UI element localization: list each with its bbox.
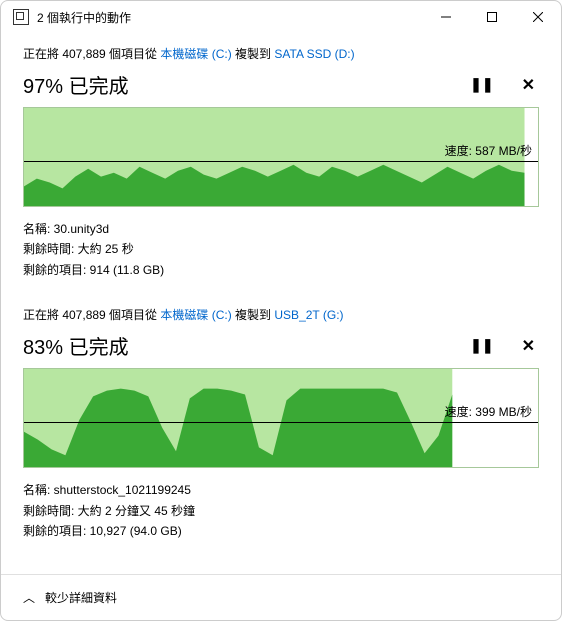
progress-row: 97% 已完成 ❚❚ ✕ bbox=[23, 70, 539, 99]
copy-icon bbox=[13, 9, 29, 25]
detail-label: 名稱: bbox=[23, 222, 54, 236]
operation-header: 正在將 407,889 個項目從 本機磁碟 (C:) 複製到 SATA SSD … bbox=[23, 45, 539, 62]
detail-row: 名稱: shutterstock_1021199245 bbox=[23, 480, 539, 500]
detail-value: shutterstock_1021199245 bbox=[54, 483, 191, 497]
percent-complete: 97% 已完成 bbox=[23, 70, 129, 99]
throughput-chart: 速度: 587 MB/秒 bbox=[23, 107, 539, 207]
detail-label: 剩餘時間: bbox=[23, 242, 78, 256]
fewer-details-label: 較少詳細資料 bbox=[45, 589, 117, 606]
detail-row: 名稱: 30.unity3d bbox=[23, 219, 539, 239]
window-title: 2 個執行中的動作 bbox=[37, 9, 423, 26]
maximize-button[interactable] bbox=[469, 1, 515, 33]
cancel-button[interactable]: ✕ bbox=[518, 332, 539, 360]
source-link[interactable]: 本機磁碟 (C:) bbox=[160, 308, 231, 322]
detail-row: 剩餘時間: 大約 25 秒 bbox=[23, 239, 539, 259]
operation-header: 正在將 407,889 個項目從 本機磁碟 (C:) 複製到 USB_2T (G… bbox=[23, 306, 539, 323]
source-link[interactable]: 本機磁碟 (C:) bbox=[160, 47, 231, 61]
detail-value: 大約 2 分鐘又 45 秒鐘 bbox=[78, 504, 195, 518]
chevron-up-icon: ︿ bbox=[23, 589, 35, 606]
content-area: 正在將 407,889 個項目從 本機磁碟 (C:) 複製到 SATA SSD … bbox=[1, 33, 561, 574]
close-button[interactable] bbox=[515, 1, 561, 33]
speed-label: 速度: 587 MB/秒 bbox=[445, 142, 532, 161]
detail-row: 剩餘時間: 大約 2 分鐘又 45 秒鐘 bbox=[23, 501, 539, 521]
header-prefix: 正在將 407,889 個項目從 bbox=[23, 308, 160, 322]
footer[interactable]: ︿ 較少詳細資料 bbox=[1, 574, 561, 620]
cancel-button[interactable]: ✕ bbox=[518, 71, 539, 99]
detail-label: 剩餘的項目: bbox=[23, 263, 90, 277]
copy-operation: 正在將 407,889 個項目從 本機磁碟 (C:) 複製到 SATA SSD … bbox=[23, 45, 539, 280]
window-controls bbox=[423, 1, 561, 33]
detail-label: 剩餘時間: bbox=[23, 504, 78, 518]
copy-operation: 正在將 407,889 個項目從 本機磁碟 (C:) 複製到 USB_2T (G… bbox=[23, 306, 539, 541]
dest-link[interactable]: USB_2T (G:) bbox=[274, 308, 343, 322]
dest-link[interactable]: SATA SSD (D:) bbox=[274, 47, 354, 61]
pause-button[interactable]: ❚❚ bbox=[466, 333, 497, 358]
header-prefix: 正在將 407,889 個項目從 bbox=[23, 47, 160, 61]
minimize-button[interactable] bbox=[423, 1, 469, 33]
header-mid: 複製到 bbox=[232, 47, 275, 61]
detail-label: 名稱: bbox=[23, 483, 54, 497]
detail-value: 大約 25 秒 bbox=[78, 242, 134, 256]
detail-value: 914 (11.8 GB) bbox=[90, 263, 164, 277]
detail-value: 30.unity3d bbox=[54, 222, 109, 236]
operation-actions: ❚❚ ✕ bbox=[466, 332, 539, 360]
detail-label: 剩餘的項目: bbox=[23, 524, 90, 538]
speed-label: 速度: 399 MB/秒 bbox=[445, 403, 532, 422]
percent-complete: 83% 已完成 bbox=[23, 331, 129, 360]
detail-row: 剩餘的項目: 10,927 (94.0 GB) bbox=[23, 521, 539, 541]
detail-row: 剩餘的項目: 914 (11.8 GB) bbox=[23, 260, 539, 280]
titlebar: 2 個執行中的動作 bbox=[1, 1, 561, 33]
operation-actions: ❚❚ ✕ bbox=[466, 71, 539, 99]
detail-value: 10,927 (94.0 GB) bbox=[90, 524, 182, 538]
speed-line bbox=[24, 422, 538, 423]
header-mid: 複製到 bbox=[232, 308, 275, 322]
speed-line bbox=[24, 161, 538, 162]
progress-row: 83% 已完成 ❚❚ ✕ bbox=[23, 331, 539, 360]
operation-details: 名稱: shutterstock_1021199245剩餘時間: 大約 2 分鐘… bbox=[23, 480, 539, 541]
pause-button[interactable]: ❚❚ bbox=[466, 72, 497, 97]
throughput-chart: 速度: 399 MB/秒 bbox=[23, 368, 539, 468]
operation-details: 名稱: 30.unity3d剩餘時間: 大約 25 秒剩餘的項目: 914 (1… bbox=[23, 219, 539, 280]
